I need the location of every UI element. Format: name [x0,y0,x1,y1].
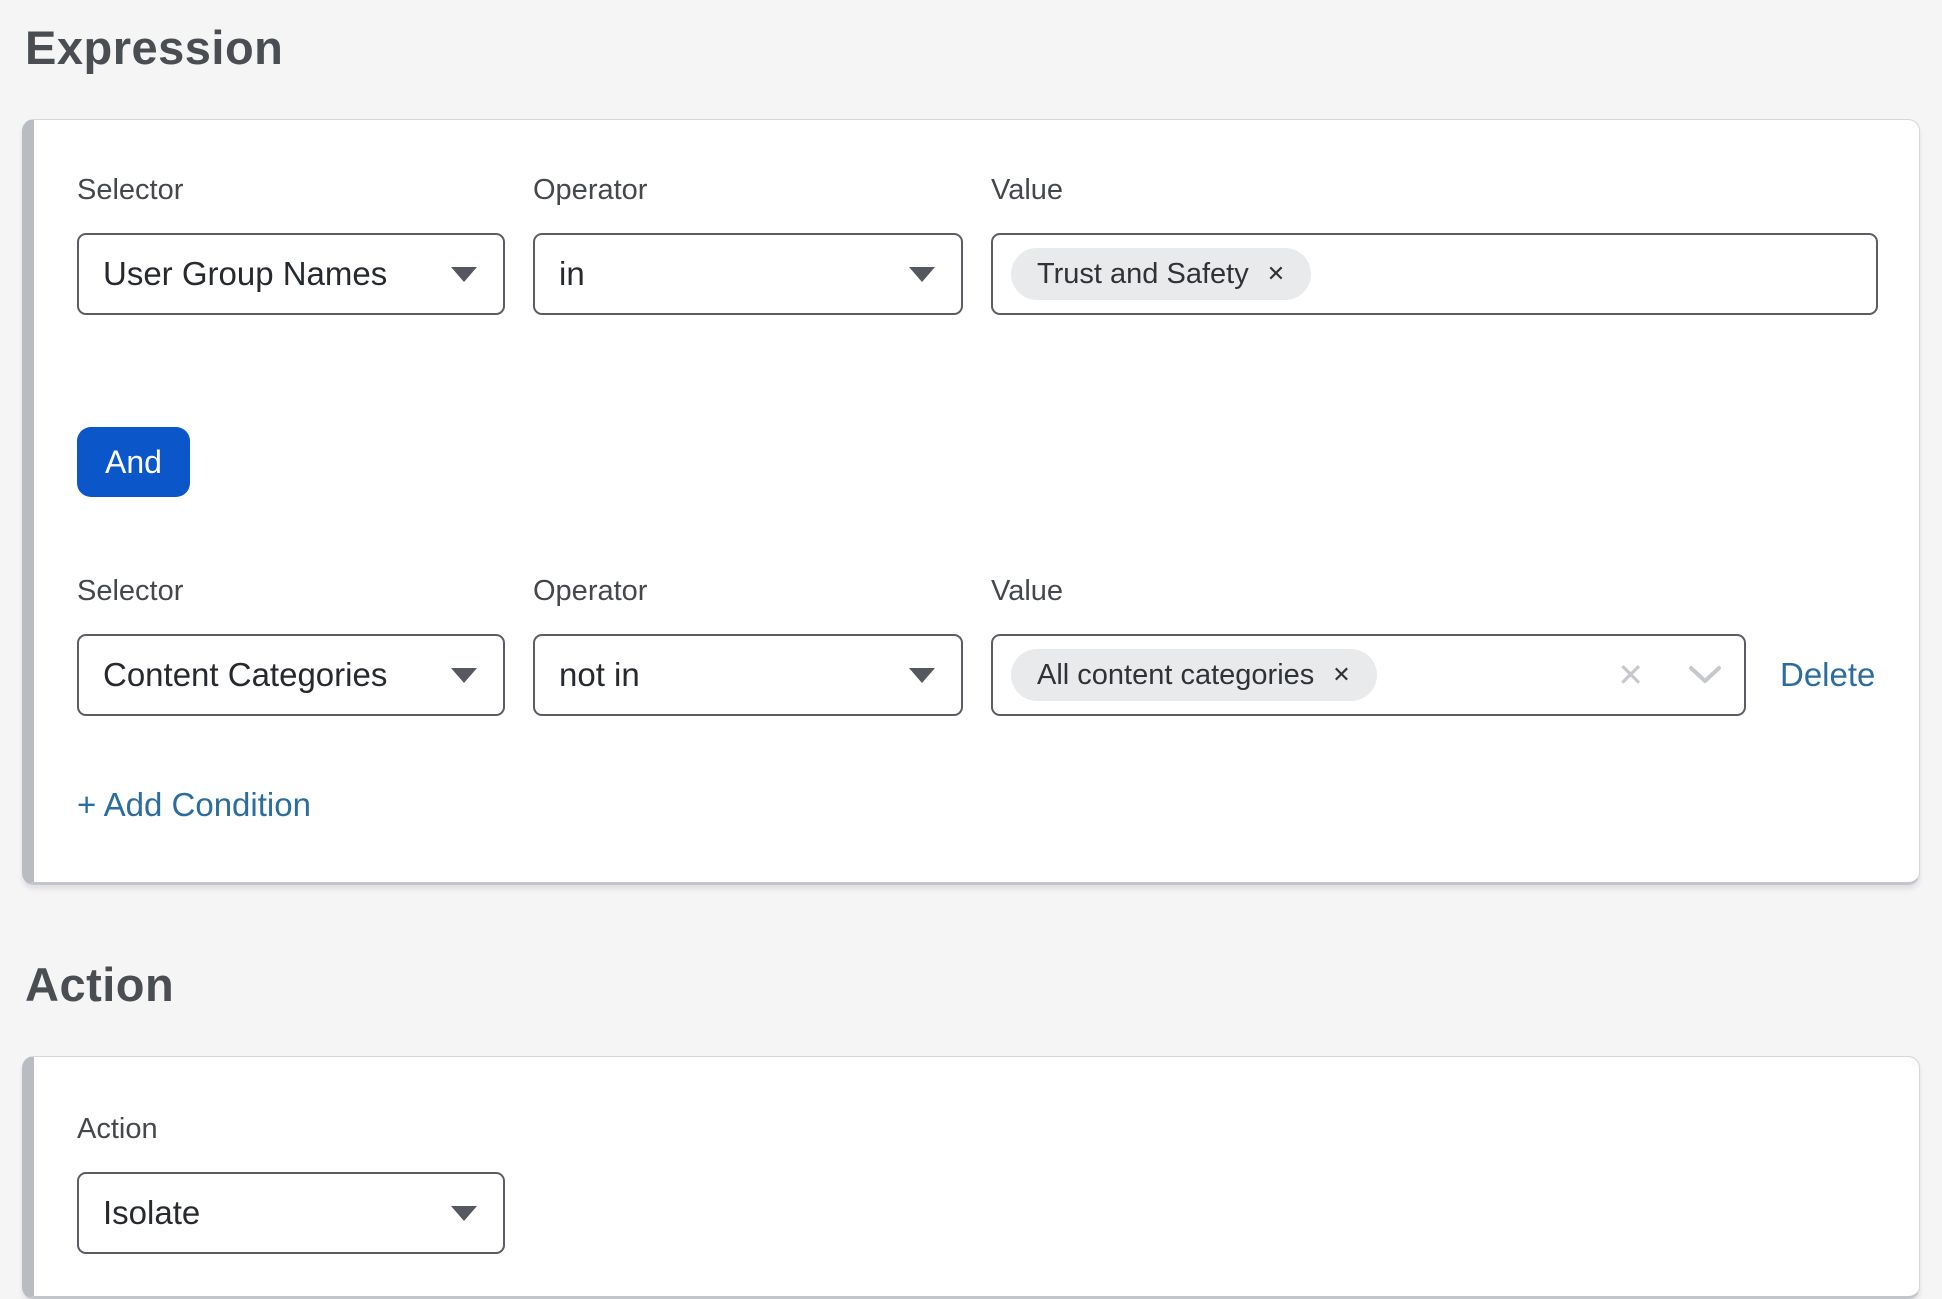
operator-dropdown-value: not in [559,656,640,693]
value-input-1[interactable]: Trust and Safety ✕ [991,233,1878,315]
add-condition-link[interactable]: + Add Condition [77,786,311,823]
action-dropdown-value: Isolate [103,1194,201,1231]
value-cell-2: All content categories ✕ ✕ Delete [991,634,1878,716]
and-button[interactable]: And [77,427,190,497]
operator-label: Operator [533,575,648,607]
chevron-down-icon [451,1205,477,1221]
value-label: Value [991,575,1064,607]
condition-row-2: Selector Content Categories Operator not… [77,575,1878,716]
operator-dropdown-value: in [559,255,585,292]
selector-label: Selector [77,174,184,206]
expression-card: Selector User Group Names Operator in Va… [22,119,1920,885]
action-label: Action [77,1113,158,1145]
tag-remove-icon[interactable]: ✕ [1332,662,1351,687]
operator-label: Operator [533,174,648,206]
action-dropdown[interactable]: Isolate [77,1172,505,1254]
value-field-1: Value Trust and Safety ✕ [991,174,1878,315]
chevron-down-icon [451,266,477,282]
selector-dropdown-1[interactable]: User Group Names [77,233,505,315]
operator-dropdown-2[interactable]: not in [533,634,963,716]
value-tag: All content categories ✕ [1011,649,1377,701]
delete-condition-link[interactable]: Delete [1780,656,1876,693]
multiselect-controls: ✕ [1617,659,1722,691]
selector-dropdown-value: User Group Names [103,255,388,292]
operator-field-2: Operator not in [533,575,963,716]
selector-dropdown-value: Content Categories [103,656,388,693]
value-tag: Trust and Safety ✕ [1011,248,1312,300]
operator-dropdown-1[interactable]: in [533,233,963,315]
value-label: Value [991,174,1064,206]
operator-field-1: Operator in [533,174,963,315]
value-field-2: Value All content categories ✕ ✕ [991,575,1878,716]
chevron-down-icon [909,667,935,683]
value-tag-text: Trust and Safety [1037,257,1249,290]
chevron-down-icon[interactable] [1688,665,1722,685]
action-section-title: Action [25,958,175,1011]
selector-dropdown-2[interactable]: Content Categories [77,634,505,716]
expression-section-title: Expression [25,21,284,74]
chevron-down-icon [451,667,477,683]
condition-row-1: Selector User Group Names Operator in Va… [77,174,1878,315]
selector-label: Selector [77,575,184,607]
clear-all-icon[interactable]: ✕ [1617,657,1644,693]
selector-field-1: Selector User Group Names [77,174,505,315]
selector-field-2: Selector Content Categories [77,575,505,716]
value-multiselect-2[interactable]: All content categories ✕ ✕ [991,634,1746,716]
tag-remove-icon[interactable]: ✕ [1266,261,1286,286]
action-card: Action Isolate [22,1056,1920,1299]
action-field: Action Isolate [77,1113,505,1254]
logic-connector: And [77,427,1878,497]
chevron-down-icon [909,266,935,282]
value-tag-text: All content categories [1037,658,1315,691]
